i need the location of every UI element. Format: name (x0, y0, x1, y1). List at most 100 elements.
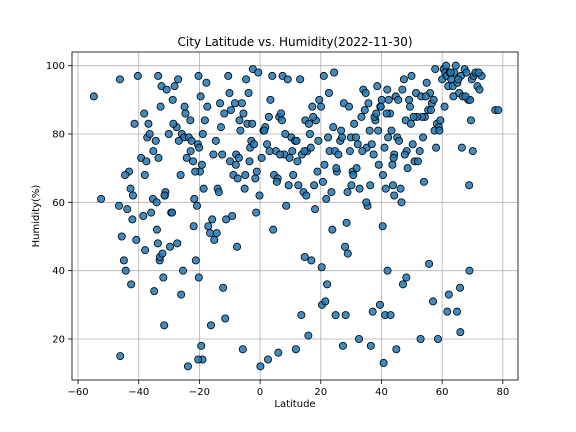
data-point (413, 157, 422, 166)
y-axis-label: Humidity(%) (31, 185, 42, 248)
x-axis-label: Latitude (274, 399, 315, 410)
data-point (296, 75, 305, 84)
data-point (366, 341, 375, 350)
data-point (308, 102, 317, 111)
data-point (256, 362, 265, 371)
data-point (443, 307, 452, 316)
x-tick-label: 60 (436, 387, 449, 398)
data-points (89, 61, 503, 371)
data-point (289, 170, 298, 179)
data-point (442, 61, 451, 70)
data-point (153, 239, 162, 248)
data-point (233, 242, 242, 251)
data-point (154, 71, 163, 80)
data-point (283, 75, 292, 84)
data-point (329, 123, 338, 132)
data-point (425, 259, 434, 268)
data-point (436, 116, 445, 125)
data-point (266, 95, 275, 104)
data-point (332, 164, 341, 173)
data-point (150, 287, 159, 296)
data-point (475, 85, 484, 94)
data-point (116, 352, 125, 361)
y-tick-label: 60 (52, 198, 65, 209)
data-point (432, 143, 441, 152)
data-point (214, 188, 223, 197)
data-point (334, 150, 343, 159)
data-point (127, 280, 136, 289)
data-point (174, 136, 183, 145)
data-point (284, 181, 293, 190)
data-point (277, 109, 286, 118)
data-point (305, 129, 314, 138)
data-point (338, 133, 347, 142)
data-point (319, 71, 328, 80)
data-point (89, 92, 98, 101)
data-point (190, 194, 199, 203)
data-point (389, 153, 398, 162)
data-point (189, 222, 198, 231)
data-point (186, 147, 195, 156)
data-point (446, 68, 455, 77)
data-point (115, 75, 124, 84)
data-point (132, 235, 141, 244)
data-point (343, 188, 352, 197)
data-point (317, 102, 326, 111)
data-point (211, 136, 220, 145)
data-point (494, 106, 503, 115)
data-point (252, 208, 261, 217)
data-point (341, 311, 350, 320)
data-point (239, 109, 248, 118)
x-tick-label: 20 (314, 387, 327, 398)
data-point (292, 136, 301, 145)
data-point (160, 191, 169, 200)
data-point (241, 170, 250, 179)
data-point (466, 116, 475, 125)
data-point (454, 75, 463, 84)
data-point (154, 153, 163, 162)
data-point (318, 177, 327, 186)
data-point (285, 153, 294, 162)
data-point (222, 215, 231, 224)
data-point (374, 126, 383, 135)
data-point (272, 177, 281, 186)
data-point (263, 140, 272, 149)
data-point (147, 208, 156, 217)
data-point (399, 280, 408, 289)
data-point (260, 126, 269, 135)
data-point (117, 232, 126, 241)
data-point (365, 126, 374, 135)
data-point (237, 99, 246, 108)
data-point (192, 201, 201, 210)
data-point (379, 358, 388, 367)
data-point (313, 167, 322, 176)
data-point (250, 140, 259, 149)
data-point (158, 249, 167, 258)
data-point (159, 273, 168, 282)
data-point (456, 328, 465, 337)
data-point (364, 99, 373, 108)
data-point (360, 106, 369, 115)
data-point (282, 201, 291, 210)
data-point (195, 143, 204, 152)
data-point (221, 314, 230, 323)
data-point (225, 89, 234, 98)
data-point (474, 68, 483, 77)
data-point (461, 92, 470, 101)
data-point (342, 218, 351, 227)
data-point (140, 170, 149, 179)
data-point (338, 341, 347, 350)
data-point (203, 102, 212, 111)
data-point (133, 71, 142, 80)
data-point (141, 246, 150, 255)
data-point (429, 297, 438, 306)
data-point (306, 143, 315, 152)
data-point (189, 157, 198, 166)
x-tick-label: 80 (496, 387, 509, 398)
y-tick-label: 20 (52, 335, 65, 346)
data-point (433, 334, 442, 343)
data-point (362, 198, 371, 207)
data-point (390, 191, 399, 200)
data-point (378, 222, 387, 231)
data-point (383, 266, 392, 275)
